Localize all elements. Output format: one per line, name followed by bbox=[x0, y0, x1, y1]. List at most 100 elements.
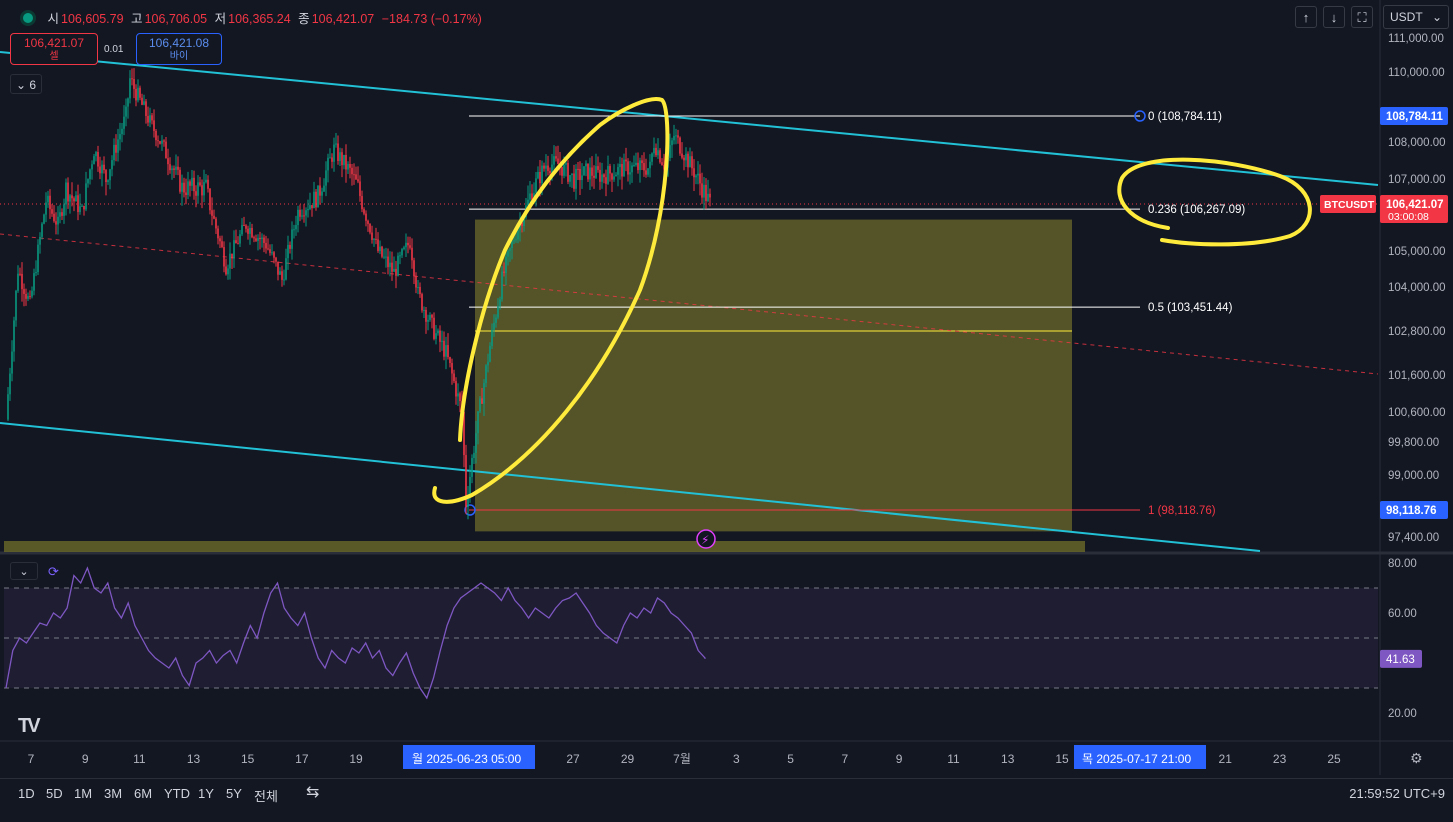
low-label: 저 bbox=[214, 12, 227, 26]
candle-body bbox=[21, 273, 23, 290]
timeframe-ytd[interactable]: YTD bbox=[164, 786, 190, 801]
indicator-count: 6 bbox=[29, 78, 37, 92]
candle-body bbox=[313, 191, 315, 209]
candle-body bbox=[651, 153, 653, 162]
candle-body bbox=[367, 220, 369, 224]
candle-body bbox=[235, 240, 237, 244]
candle-body bbox=[397, 255, 399, 276]
candle-body bbox=[29, 296, 31, 298]
time-tick-label: 15 bbox=[241, 752, 255, 766]
timeframe-1m[interactable]: 1M bbox=[74, 786, 93, 801]
rsi-collapse-button[interactable]: ⌄ bbox=[10, 562, 38, 580]
timeframe-5d[interactable]: 5D bbox=[46, 786, 63, 801]
candle-body bbox=[233, 240, 235, 259]
candle-body bbox=[137, 87, 139, 101]
candle-body bbox=[419, 286, 421, 295]
candle-body bbox=[583, 166, 585, 176]
candle-body bbox=[7, 394, 9, 420]
arrow-up-icon[interactable]: ↑ bbox=[1295, 6, 1317, 28]
candle-body bbox=[517, 230, 519, 240]
change-value: −184.73 (−0.17%) bbox=[381, 12, 482, 26]
candle-body bbox=[239, 234, 241, 244]
candle-body bbox=[705, 184, 707, 202]
candle-body bbox=[387, 256, 389, 268]
date-range-icon[interactable]: ⇆ bbox=[306, 784, 320, 801]
time-start-label: 월 2025-06-23 05:00 bbox=[412, 752, 521, 766]
arrow-down-icon[interactable]: ↓ bbox=[1323, 6, 1345, 28]
candle-body bbox=[185, 192, 187, 195]
timeframe-5y[interactable]: 5Y bbox=[226, 786, 242, 801]
candle-body bbox=[265, 242, 267, 249]
candle-body bbox=[611, 173, 613, 180]
candle-body bbox=[659, 150, 661, 163]
candle-body bbox=[47, 195, 49, 203]
candle-body bbox=[465, 455, 467, 507]
candle-body bbox=[115, 144, 117, 153]
candle-body bbox=[569, 175, 571, 182]
time-tick-label: 23 bbox=[1273, 752, 1287, 766]
candle-body bbox=[215, 218, 217, 229]
candle-body bbox=[295, 225, 297, 230]
candle-body bbox=[193, 177, 195, 192]
timeframe-6m[interactable]: 6M bbox=[134, 786, 153, 801]
timeframe-3m[interactable]: 3M bbox=[104, 786, 123, 801]
symbol-tag-label: BTCUSDT bbox=[1324, 199, 1375, 211]
candle-body bbox=[89, 169, 91, 180]
candle-body bbox=[703, 184, 705, 198]
candle-body bbox=[275, 257, 277, 262]
candle-body bbox=[359, 181, 361, 197]
rsi-settings-icon[interactable]: ⟳ bbox=[48, 564, 59, 579]
candle-body bbox=[57, 216, 59, 225]
candle-body bbox=[551, 164, 553, 174]
candle-body bbox=[477, 411, 479, 434]
candle-body bbox=[509, 248, 511, 251]
candle-body bbox=[511, 241, 513, 249]
candle-body bbox=[449, 357, 451, 364]
sell-button[interactable]: 106,421.07 셀 bbox=[10, 33, 98, 65]
candle-body bbox=[17, 273, 19, 291]
fib-handle-bottom bbox=[464, 504, 476, 516]
candle-body bbox=[681, 153, 683, 158]
price-tick-label: 107,000.00 bbox=[1388, 174, 1446, 186]
candle-body bbox=[413, 260, 415, 277]
time-tick-label: 9 bbox=[82, 752, 89, 766]
candle-body bbox=[181, 182, 183, 192]
candle-body bbox=[489, 345, 491, 362]
candle-body bbox=[71, 195, 73, 199]
candle-body bbox=[291, 229, 293, 249]
candle-body bbox=[41, 223, 43, 237]
candle-body bbox=[613, 176, 615, 180]
annotation-ellipse-right bbox=[1117, 157, 1312, 247]
candle-body bbox=[73, 198, 75, 202]
candle-body bbox=[151, 115, 153, 121]
candle-body bbox=[707, 193, 709, 202]
fullscreen-icon[interactable]: ⛶ bbox=[1351, 6, 1373, 28]
candle-body bbox=[113, 144, 115, 161]
candle-body bbox=[287, 244, 289, 259]
candle-body bbox=[535, 178, 537, 193]
timeframe-전체[interactable]: 전체 bbox=[254, 789, 278, 804]
candle-body bbox=[335, 143, 337, 145]
candle-body bbox=[25, 293, 27, 299]
high-value: 106,706.05 bbox=[144, 12, 208, 26]
indicators-toggle[interactable]: ⌄ 6 bbox=[10, 74, 42, 94]
candle-body bbox=[361, 196, 363, 210]
candle-body bbox=[357, 179, 359, 182]
buy-button[interactable]: 106,421.08 바이 bbox=[136, 33, 222, 65]
candle-body bbox=[217, 228, 219, 239]
candle-body bbox=[475, 433, 477, 453]
candle-body bbox=[253, 237, 255, 239]
candle-body bbox=[321, 191, 323, 196]
candle-body bbox=[315, 191, 317, 208]
candle-body bbox=[289, 244, 291, 249]
candle-body bbox=[503, 271, 505, 274]
currency-select[interactable]: USDT ⌄ bbox=[1383, 5, 1449, 29]
candle-body bbox=[99, 166, 101, 174]
candle-body bbox=[207, 179, 209, 189]
gear-icon[interactable]: ⚙ bbox=[1410, 750, 1423, 766]
candle-body bbox=[183, 182, 185, 193]
timeframe-1y[interactable]: 1Y bbox=[198, 786, 214, 801]
timeframe-1d[interactable]: 1D bbox=[18, 786, 35, 801]
price-tick-label: 105,000.00 bbox=[1388, 246, 1446, 258]
